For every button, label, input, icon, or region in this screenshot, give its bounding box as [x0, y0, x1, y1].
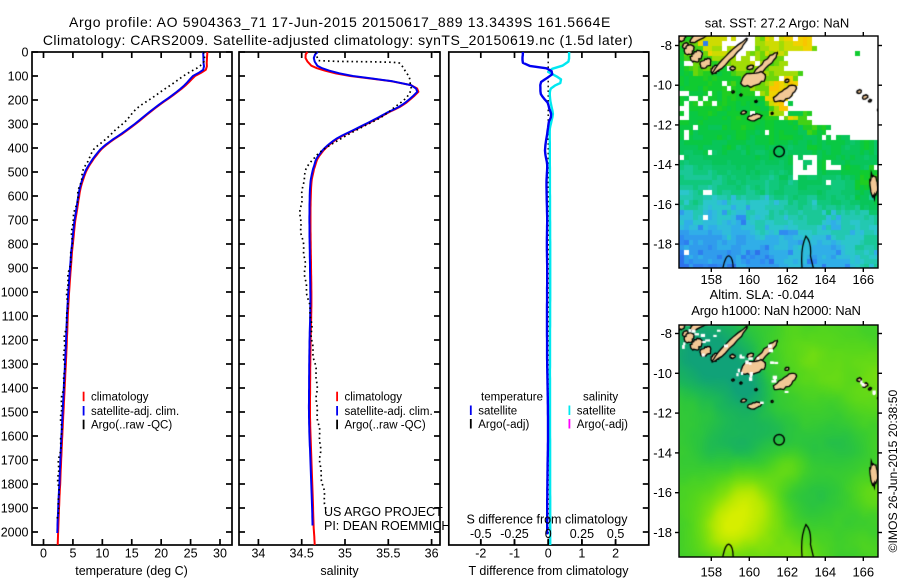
svg-text:20: 20 — [154, 547, 168, 561]
svg-text:1400: 1400 — [1, 382, 29, 396]
svg-text:34.5: 34.5 — [290, 547, 314, 561]
svg-text:0: 0 — [40, 547, 47, 561]
svg-text:-1: -1 — [509, 547, 520, 561]
svg-text:S difference from climatology: S difference from climatology — [467, 513, 629, 527]
svg-text:-10: -10 — [653, 366, 672, 381]
svg-text:1000: 1000 — [1, 286, 29, 300]
svg-text:climatology: climatology — [91, 392, 149, 404]
svg-text:-8: -8 — [660, 326, 672, 341]
svg-text:1800: 1800 — [1, 478, 29, 492]
svg-text:1500: 1500 — [1, 406, 29, 420]
svg-text:-16: -16 — [653, 485, 672, 500]
svg-text:2: 2 — [612, 547, 619, 561]
svg-text:salinity: salinity — [320, 564, 359, 578]
svg-text:900: 900 — [8, 262, 29, 276]
svg-text:25: 25 — [184, 547, 198, 561]
svg-text:temperature (deg C): temperature (deg C) — [75, 564, 188, 578]
svg-text:©IMOS 26-Jun-2015 20:38:50: ©IMOS 26-Jun-2015 20:38:50 — [886, 390, 900, 553]
svg-text:15: 15 — [125, 547, 139, 561]
svg-text:158: 158 — [700, 272, 722, 287]
svg-text:-2: -2 — [475, 547, 486, 561]
svg-text:Argo(-adj): Argo(-adj) — [478, 419, 529, 431]
svg-text:30: 30 — [213, 547, 227, 561]
svg-text:satellite-adj. clim.: satellite-adj. clim. — [345, 406, 433, 418]
svg-text:700: 700 — [8, 214, 29, 228]
svg-text:Argo(..raw -QC): Argo(..raw -QC) — [91, 420, 172, 432]
svg-text:-12: -12 — [653, 117, 672, 132]
svg-text:-8: -8 — [660, 38, 672, 53]
svg-text:5: 5 — [69, 547, 76, 561]
svg-text:800: 800 — [8, 238, 29, 252]
svg-text:1100: 1100 — [2, 310, 29, 324]
svg-text:Argo(-adj): Argo(-adj) — [577, 419, 628, 431]
svg-text:0: 0 — [545, 547, 552, 561]
svg-text:climatology: climatology — [345, 392, 403, 404]
svg-text:PI: DEAN ROEMMICH: PI: DEAN ROEMMICH — [324, 519, 450, 533]
svg-text:160: 160 — [738, 564, 760, 579]
svg-text:Argo profile: AO 5904363_71 17: Argo profile: AO 5904363_71 17-Jun-2015 … — [69, 14, 611, 30]
svg-text:Argo h1000: NaN h2000: NaN: Argo h1000: NaN h2000: NaN — [691, 303, 861, 318]
svg-text:1: 1 — [578, 547, 585, 561]
svg-text:1200: 1200 — [1, 334, 29, 348]
svg-text:36: 36 — [425, 547, 439, 561]
svg-text:-10: -10 — [653, 78, 672, 93]
svg-text:-0.25: -0.25 — [500, 527, 529, 541]
svg-text:600: 600 — [8, 190, 29, 204]
svg-text:166: 166 — [852, 564, 874, 579]
svg-text:35: 35 — [338, 547, 352, 561]
svg-text:2000: 2000 — [1, 526, 29, 540]
svg-text:-18: -18 — [653, 525, 672, 540]
svg-text:Altim. SLA: -0.044: Altim. SLA: -0.044 — [710, 287, 815, 302]
svg-text:1900: 1900 — [1, 502, 29, 516]
svg-text:10: 10 — [95, 547, 109, 561]
svg-text:100: 100 — [8, 70, 29, 84]
svg-text:temperature: temperature — [481, 392, 543, 404]
svg-text:164: 164 — [814, 272, 836, 287]
svg-text:166: 166 — [852, 272, 874, 287]
svg-text:T difference from climatology: T difference from climatology — [468, 564, 629, 578]
svg-text:0: 0 — [545, 527, 552, 541]
svg-text:-14: -14 — [653, 445, 672, 460]
svg-text:162: 162 — [776, 272, 798, 287]
svg-text:160: 160 — [738, 272, 760, 287]
svg-text:0: 0 — [22, 46, 29, 60]
svg-text:salinity: salinity — [583, 392, 618, 404]
svg-text:0.25: 0.25 — [570, 527, 594, 541]
svg-text:1300: 1300 — [1, 358, 29, 372]
svg-text:1600: 1600 — [1, 430, 29, 444]
svg-text:-12: -12 — [653, 406, 672, 421]
svg-text:satellite: satellite — [478, 406, 517, 418]
svg-text:-14: -14 — [653, 157, 672, 172]
svg-text:1700: 1700 — [1, 454, 29, 468]
svg-text:sat. SST: 27.2 Argo: NaN: sat. SST: 27.2 Argo: NaN — [705, 16, 850, 31]
svg-text:164: 164 — [814, 564, 836, 579]
svg-text:-16: -16 — [653, 197, 672, 212]
svg-text:-18: -18 — [653, 237, 672, 252]
svg-text:35.5: 35.5 — [376, 547, 400, 561]
svg-text:34: 34 — [251, 547, 265, 561]
svg-text:162: 162 — [776, 564, 798, 579]
svg-text:200: 200 — [8, 94, 29, 108]
svg-text:0.5: 0.5 — [607, 527, 624, 541]
svg-text:400: 400 — [8, 142, 29, 156]
svg-text:Climatology: CARS2009. Satelli: Climatology: CARS2009. Satellite-adjuste… — [43, 32, 633, 48]
svg-text:satellite-adj. clim.: satellite-adj. clim. — [91, 406, 179, 418]
svg-text:158: 158 — [700, 564, 722, 579]
svg-text:-0.5: -0.5 — [470, 527, 492, 541]
svg-text:satellite: satellite — [577, 406, 616, 418]
svg-text:300: 300 — [8, 118, 29, 132]
svg-text:Argo(..raw -QC): Argo(..raw -QC) — [345, 420, 426, 432]
svg-text:US ARGO PROJECT: US ARGO PROJECT — [324, 505, 443, 519]
svg-text:500: 500 — [8, 166, 29, 180]
